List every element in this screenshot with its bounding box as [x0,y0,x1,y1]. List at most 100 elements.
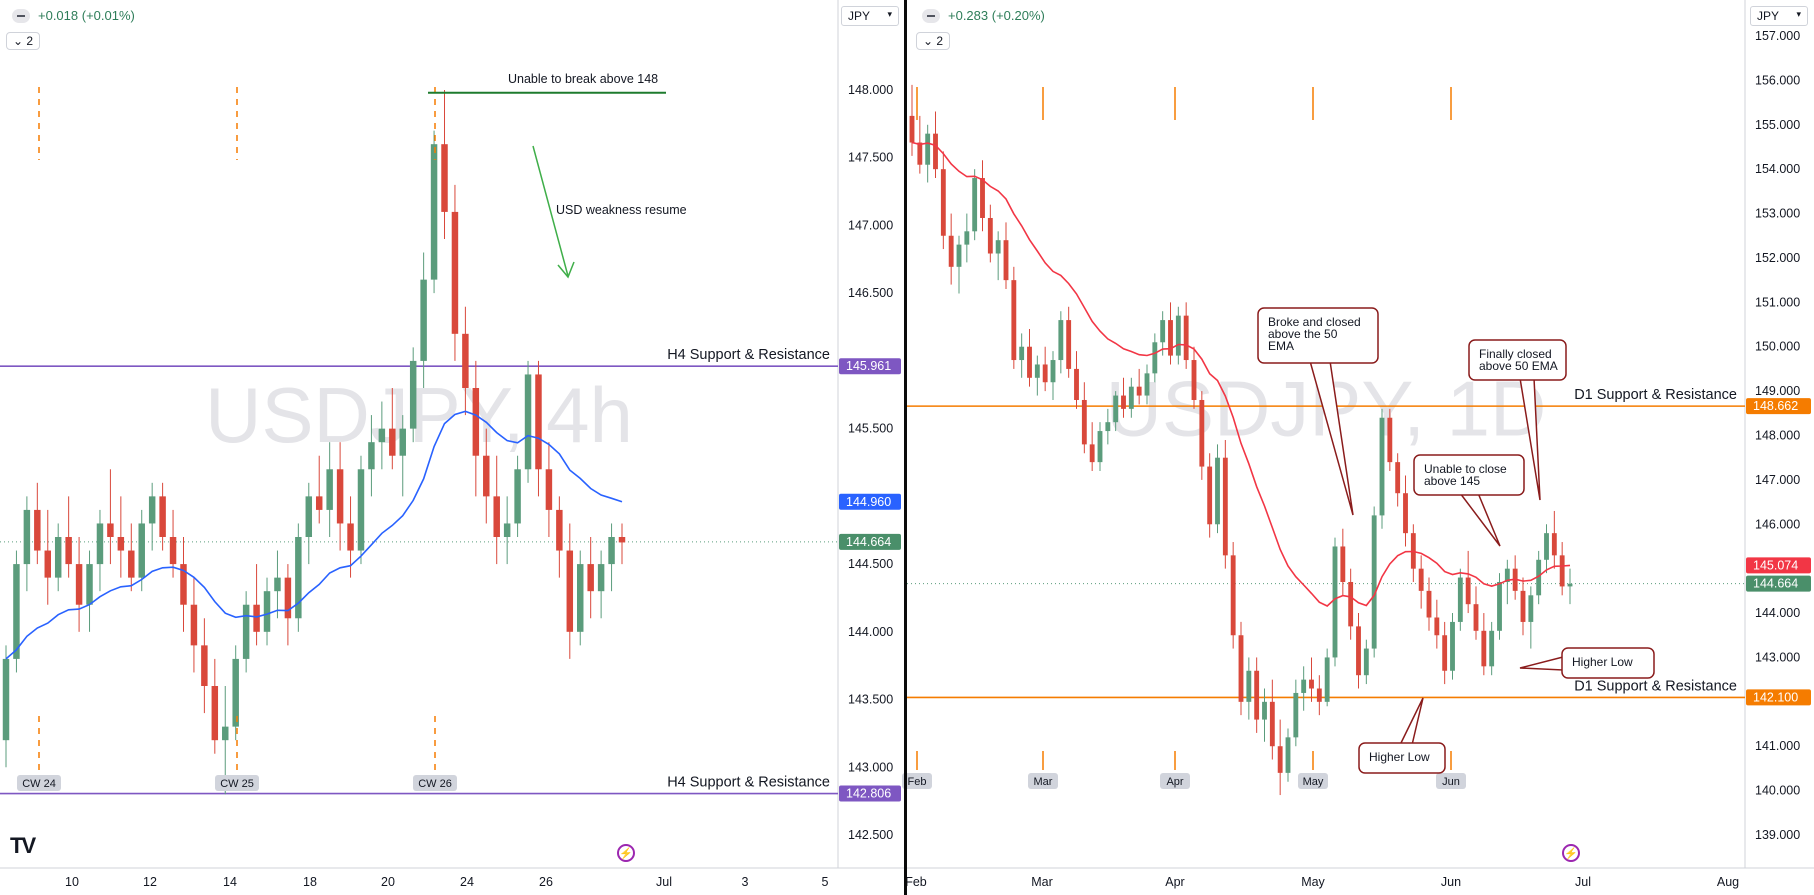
candle-body [995,240,1001,254]
week-label-box [413,775,457,791]
time-tick-label: May [1301,875,1325,889]
candle-body [1293,692,1299,738]
candle-body [566,550,574,632]
candle-body [1128,386,1134,409]
month-label-box [902,773,932,789]
candle-body [524,374,532,470]
candle-body [295,537,302,619]
price-label: 145.074 [1753,558,1798,572]
price-label-box [839,533,901,550]
callout-text: Higher Low [1369,750,1430,764]
candle-body [326,469,333,510]
candle-body [1285,737,1291,773]
candle-body [917,142,923,165]
month-label-box [1436,773,1466,789]
left-header: +0.018 (+0.01%) [12,8,135,23]
candle-body [1324,657,1330,702]
callout-box [1358,742,1446,774]
price-tick-label: 148.000 [848,83,893,97]
candle-body [451,211,459,334]
left-indicator-toggle[interactable]: ⌄ 2 [6,32,41,50]
candle-body [1003,240,1009,281]
candle-body [1113,395,1119,423]
candle-body [1348,581,1354,627]
price-label: 142.806 [846,787,891,801]
price-tick-label: 152.000 [1755,251,1800,265]
price-tick-label: 142.500 [848,828,893,842]
candle-body [315,496,323,510]
price-label-box [1746,575,1811,592]
candle-body [1152,342,1158,374]
price-tick-label: 143.000 [1755,650,1800,664]
candle-body [159,496,166,537]
candle-body [1379,417,1385,516]
month-label: Jun [1442,776,1460,788]
candle-body [1230,555,1236,636]
candle-body [1567,583,1573,587]
candle-body [347,523,354,551]
ema-line [911,141,1571,607]
collapse-button[interactable] [12,8,30,23]
candle-body [587,564,594,592]
price-tick-label: 144.000 [848,625,893,639]
time-tick-label: 26 [539,875,553,889]
collapse-button[interactable] [922,8,940,23]
lightning-icon[interactable]: ⚡ [1562,844,1580,862]
time-tick-label: 5 [822,875,829,889]
candle-body [1097,431,1103,463]
price-tick-label: 141.000 [1755,739,1800,753]
candle-body [305,496,313,537]
candle-body [441,144,448,212]
candle-body [1387,417,1393,463]
candle-body [1105,422,1111,432]
level-label: D1 Support & Resistance [1574,387,1737,403]
candle-body [13,564,20,659]
candle-body [1269,701,1275,747]
candle-body [618,537,626,543]
lightning-icon[interactable]: ⚡ [617,844,635,862]
price-tick-label: 150.000 [1755,340,1800,354]
candle-body [1316,688,1322,702]
candle-body [1551,533,1557,556]
candle-body [535,374,542,470]
candle-body [1081,399,1087,445]
candle-body [1034,364,1040,378]
candle-body [1074,368,1079,400]
price-label: 144.664 [846,535,891,549]
callout-box [1468,339,1567,381]
price-tick-label: 144.500 [848,557,893,571]
price-tick-label: 148.000 [1755,429,1800,443]
candle-body [1042,364,1048,383]
candle-body [1559,555,1565,587]
candle-body [86,564,93,605]
candle-body [909,115,915,143]
right-indicator-toggle[interactable]: ⌄ 2 [916,32,951,50]
candle-body [1309,679,1314,689]
candle-body [1019,346,1025,361]
candle-body [1426,590,1432,618]
candle-body [1442,635,1448,671]
price-label-box [1746,398,1811,415]
caret-down-icon: ▾ [1796,9,1801,19]
candle-body [1277,746,1283,773]
candle-body [242,604,250,659]
time-tick-label: Jul [656,875,672,889]
candle-body [128,550,135,578]
left-currency-select[interactable]: JPY ▾ [841,6,899,26]
right-currency-select[interactable]: JPY ▾ [1750,6,1808,26]
month-label: May [1303,776,1324,788]
candle-body [577,564,584,632]
candle-body [378,428,386,443]
candle-body [1050,360,1056,383]
candle-body [1536,559,1542,596]
callout-text: above 50 EMA [1479,359,1558,373]
right-change: +0.283 (+0.20%) [948,8,1045,23]
candle-body [483,455,490,497]
month-label: Mar [1034,776,1053,788]
level-label: D1 Support & Resistance [1574,678,1737,694]
candle-body [1504,568,1510,582]
arrow-head-icon [557,261,575,279]
price-label: 148.662 [1753,399,1798,413]
price-tick-label: 146.500 [848,286,893,300]
